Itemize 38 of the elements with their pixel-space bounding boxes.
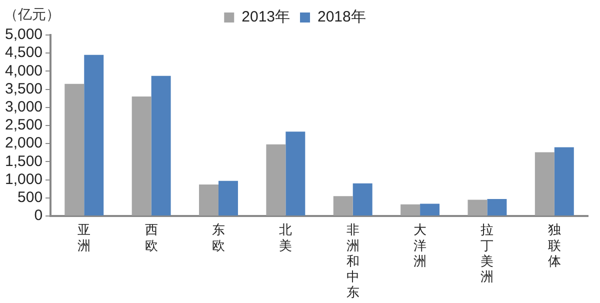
bar (352, 183, 372, 216)
x-tick-label: 北美 (279, 223, 292, 254)
y-tick-label: 2,500 (4, 116, 43, 134)
bar (218, 180, 238, 216)
x-tick-label: 大洋洲 (414, 223, 427, 270)
bar (286, 132, 306, 216)
legend-label: 2018年 (318, 8, 366, 26)
legend-label: 2013年 (242, 8, 290, 26)
bar (199, 184, 218, 216)
bar (84, 54, 104, 216)
bar (151, 76, 171, 216)
bar (333, 196, 353, 216)
bar (468, 200, 488, 216)
bar (400, 204, 420, 216)
y-tick-label: 5,000 (4, 26, 43, 44)
y-tick-label: 3,500 (4, 80, 43, 98)
y-tick-label: 4,500 (4, 44, 43, 62)
bar (554, 147, 574, 216)
bar (132, 96, 152, 216)
y-tick-label: 1,500 (4, 152, 43, 170)
x-tick-label: 非洲和中东 (346, 223, 360, 301)
bar (266, 144, 286, 216)
x-tick-label: 西欧 (144, 223, 158, 254)
x-tick-label: 独联体 (548, 223, 561, 270)
y-tick-label: 500 (18, 189, 43, 206)
x-tick-label: 亚洲 (78, 223, 91, 254)
y-tick-label: 3,000 (4, 98, 43, 116)
bar (64, 84, 84, 216)
y-tick-label: 0 (34, 207, 43, 224)
bar (487, 198, 507, 216)
y-tick-label: 2,000 (4, 134, 43, 152)
y-tick-label: 1,000 (4, 170, 43, 188)
bar (420, 204, 440, 216)
x-tick-label: 东欧 (212, 223, 225, 254)
y-tick-label: 4,000 (4, 62, 43, 80)
x-tick-label: 拉丁美洲 (480, 223, 494, 285)
y-axis-title: （亿元） (4, 6, 60, 24)
bar (534, 152, 554, 216)
